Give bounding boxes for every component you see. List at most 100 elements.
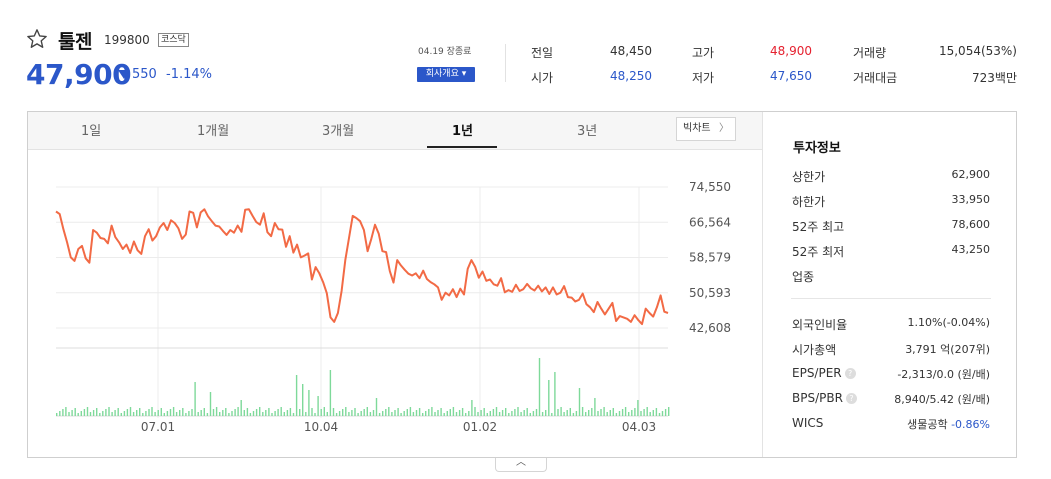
- low-value: 47,650: [770, 69, 812, 83]
- volume-bar: [505, 408, 507, 416]
- volume-bar: [185, 413, 187, 416]
- volume-bar: [382, 411, 384, 416]
- volume-bar: [360, 411, 362, 416]
- volume-bar: [123, 411, 126, 416]
- volume-bar: [357, 413, 359, 416]
- volume-bar: [652, 410, 654, 416]
- volume-bar: [634, 408, 636, 416]
- volume-bar: [154, 412, 156, 416]
- y-tick-label: 50,593: [689, 286, 731, 300]
- wics-label: WICS: [792, 416, 824, 430]
- volume-bar: [517, 407, 519, 416]
- current-price: 47,900: [26, 58, 132, 91]
- market-badge: 코스닥: [158, 33, 189, 47]
- volume-bar: [166, 411, 169, 416]
- volume-bar: [471, 400, 473, 416]
- volume-bar: [572, 413, 575, 416]
- tab-1m[interactable]: 1개월: [197, 124, 230, 139]
- volume-bars: [56, 358, 670, 416]
- volume-bar: [554, 372, 556, 416]
- volume-bar: [206, 413, 209, 416]
- help-icon[interactable]: ?: [845, 393, 857, 404]
- price-change: 550: [132, 67, 157, 82]
- volume-bar: [129, 407, 132, 416]
- volume-bar: [397, 408, 399, 416]
- volume-bar: [89, 412, 92, 416]
- volume-bar: [139, 408, 141, 416]
- volume-bar: [615, 413, 618, 416]
- volume-bar: [302, 384, 304, 416]
- low-label: 저가: [692, 71, 715, 85]
- volume-bar: [228, 413, 230, 416]
- volume-bar: [415, 410, 418, 416]
- chart-panel: [27, 111, 1017, 458]
- collapse-button[interactable]: ︿: [495, 458, 547, 472]
- volume-bar: [603, 407, 605, 416]
- volume-bar: [658, 413, 661, 416]
- low52-value: 43,250: [951, 243, 991, 256]
- volume-bar: [237, 407, 239, 416]
- volume-bar: [299, 409, 301, 416]
- chevron-up-icon: ︿: [516, 457, 526, 468]
- volume-bar: [581, 407, 584, 416]
- volume-bar: [175, 412, 178, 416]
- volume-bar: [664, 409, 667, 416]
- volume-bar: [495, 407, 498, 416]
- period-tabs: [28, 112, 762, 150]
- volume-bar: [274, 411, 276, 416]
- help-icon[interactable]: ?: [844, 368, 856, 379]
- volume-bar: [219, 412, 221, 416]
- volume-bar: [197, 412, 199, 416]
- upper-limit-label: 상한가: [792, 170, 826, 184]
- volume-bar: [538, 358, 541, 416]
- wics-change: -0.86%: [951, 418, 990, 431]
- volume-bar: [585, 412, 587, 416]
- tab-3y[interactable]: 3년: [577, 124, 598, 139]
- volume-bar: [351, 410, 353, 416]
- volume-bar: [335, 413, 338, 416]
- volume-bar: [259, 407, 261, 416]
- x-tick-label: 01.02: [463, 420, 497, 434]
- header-divider: [505, 44, 506, 82]
- volume-bar: [461, 408, 464, 416]
- eps-per-label-text: EPS/PER: [792, 366, 842, 380]
- bigchart-button[interactable]: 빅차트 〉: [676, 117, 736, 141]
- volume-bar: [179, 410, 181, 416]
- volume-bar: [508, 413, 510, 416]
- volume-bar: [169, 409, 172, 416]
- volume-bar: [105, 409, 107, 416]
- volume-bar: [609, 410, 611, 416]
- volume-label: 거래량: [853, 46, 887, 60]
- volume-bar: [363, 409, 365, 416]
- sector-label: 업종: [792, 270, 815, 284]
- volume-bar: [102, 411, 104, 416]
- wics-sector[interactable]: 생물공학: [907, 418, 948, 431]
- volume-bar: [449, 409, 451, 416]
- volume-bar: [191, 409, 193, 416]
- volume-bar: [283, 412, 285, 416]
- volume-bar: [148, 409, 150, 416]
- volume-bar: [391, 412, 393, 416]
- volume-bar: [59, 411, 61, 416]
- volume-bar: [265, 410, 267, 416]
- price-chart[interactable]: 74,550 66,564 58,579 50,593 42,608 07.01 10.0…: [28, 150, 762, 456]
- x-tick-label: 10.04: [304, 420, 338, 434]
- favorite-star-icon[interactable]: [26, 28, 48, 50]
- x-tick-label: 04.03: [622, 420, 656, 434]
- tab-1y[interactable]: 1년: [452, 124, 474, 139]
- active-tab-indicator: [427, 146, 497, 148]
- volume-bar: [631, 410, 633, 416]
- tab-3m[interactable]: 3개월: [322, 124, 355, 139]
- tab-1d[interactable]: 1일: [81, 124, 102, 139]
- volume-bar: [655, 408, 658, 416]
- volume-bar: [588, 410, 590, 416]
- chevron-right-icon: 〉: [719, 123, 729, 134]
- volume-bar: [514, 409, 516, 416]
- volume-bar: [56, 413, 58, 416]
- volume-bar: [203, 408, 205, 416]
- volume-bar: [268, 408, 270, 416]
- company-overview-button[interactable]: 회사개요 ▾: [417, 67, 475, 82]
- volume-bar: [77, 413, 79, 416]
- volume-bar: [668, 407, 670, 416]
- volume-bar: [425, 411, 427, 416]
